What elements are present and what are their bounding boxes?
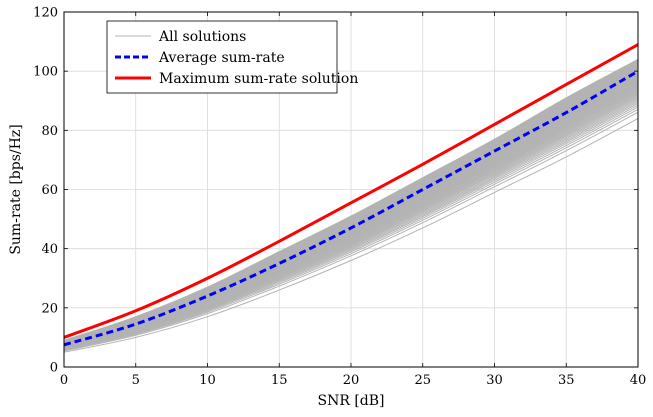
y-tick-label: 80: [41, 124, 58, 139]
average-sum-rate-line: [63, 69, 639, 347]
x-tick-label: 25: [414, 373, 431, 388]
legend-entry: Maximum sum-rate solution: [159, 71, 358, 87]
x-tick-label: 0: [60, 373, 68, 388]
solution-line: [63, 58, 639, 341]
solution-line: [63, 111, 639, 352]
x-tick-label: 10: [199, 373, 216, 388]
solution-line: [63, 108, 639, 351]
x-axis-ticks: 0 5 10 15 20 25 30 35 40: [60, 12, 646, 388]
all-solutions-lines: [63, 58, 639, 353]
x-tick-label: 5: [132, 373, 140, 388]
solution-line: [63, 118, 639, 353]
y-axis-ticks: 0 20 40 60 80 100 120: [33, 6, 638, 376]
legend-entry: Average sum-rate: [158, 50, 285, 66]
y-tick-label: 20: [41, 301, 58, 316]
x-tick-label: 35: [558, 373, 575, 388]
solution-line: [63, 104, 639, 351]
x-tick-label: 20: [343, 373, 360, 388]
series-lines: [63, 43, 639, 347]
legend: All solutions Average sum-rate Maximum sum…: [106, 20, 358, 94]
solution-line: [63, 106, 639, 351]
y-tick-label: 0: [50, 361, 58, 376]
solution-line: [63, 102, 639, 350]
y-tick-label: 100: [33, 65, 58, 80]
maximum-sum-rate-line: [63, 43, 639, 339]
y-tick-label: 60: [41, 183, 58, 198]
y-axis-label: Sum-rate [bps/Hz]: [8, 124, 24, 254]
x-axis-label: SNR [dB]: [317, 393, 384, 409]
y-tick-label: 40: [41, 242, 58, 257]
solution-line: [63, 99, 639, 350]
solution-line: [63, 101, 639, 350]
x-tick-label: 30: [486, 373, 503, 388]
x-tick-label: 15: [271, 373, 288, 388]
x-tick-label: 40: [630, 373, 647, 388]
legend-entry: All solutions: [158, 29, 246, 45]
y-tick-label: 120: [33, 6, 58, 21]
